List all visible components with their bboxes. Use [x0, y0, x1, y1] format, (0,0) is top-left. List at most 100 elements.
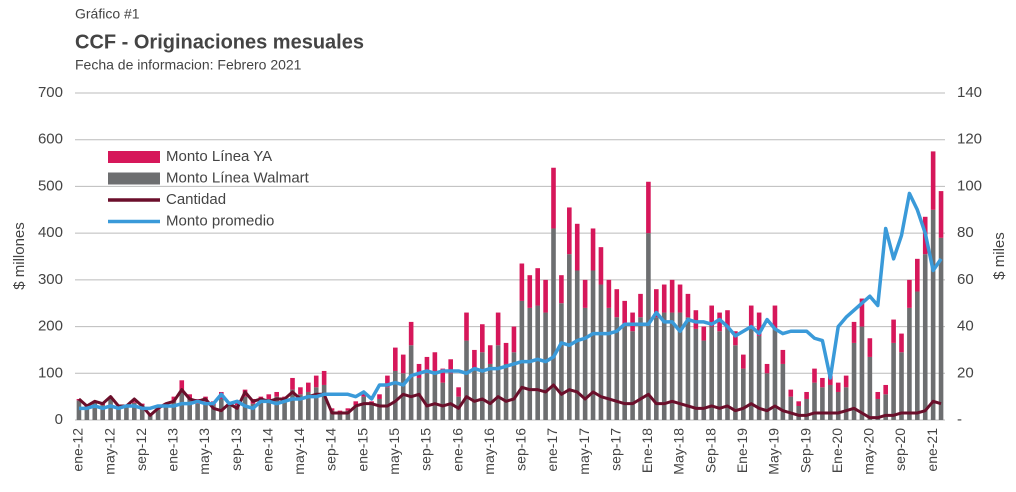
- x-tick-label: sep-12: [133, 428, 149, 471]
- bar-segment: [693, 328, 699, 420]
- bar-segment: [828, 384, 833, 420]
- bar-segment: [385, 387, 390, 420]
- x-tick-label: May-18: [671, 428, 687, 475]
- legend-label: Monto Línea YA: [166, 148, 272, 165]
- bar-segment: [92, 402, 98, 420]
- bar-segment: [598, 247, 604, 285]
- y-tick-label: 100: [38, 364, 63, 381]
- bar-segment: [606, 307, 612, 420]
- legend-label: Monto Línea Walmart: [166, 169, 310, 186]
- x-tick-label: may-17: [576, 428, 592, 475]
- x-tick-label: Ene-18: [639, 428, 655, 473]
- y2-tick-label: -: [957, 411, 962, 428]
- bar-segment: [321, 370, 327, 385]
- x-tick-label: ene-14: [259, 428, 275, 472]
- bar-segment: [701, 326, 707, 341]
- bar-segment: [527, 275, 533, 308]
- bar-segment: [717, 331, 722, 420]
- bar-segment: [464, 312, 469, 341]
- bar-segment: [163, 405, 169, 420]
- bar-segment: [590, 270, 596, 420]
- bar-segment: [567, 254, 572, 420]
- bar-segment: [369, 403, 374, 420]
- bar-segment: [187, 398, 192, 420]
- bar-segment: [511, 352, 517, 420]
- bar-segment: [116, 407, 121, 420]
- y2-tick-label: 120: [957, 131, 982, 148]
- bar-segment: [527, 307, 533, 420]
- bar-segment: [669, 312, 675, 420]
- bar-segment: [598, 284, 604, 420]
- bar-segment: [685, 317, 691, 420]
- bar-segment: [661, 312, 667, 420]
- bar-segment: [353, 405, 359, 420]
- bar-segment: [748, 328, 754, 420]
- bar-segment: [820, 377, 825, 388]
- y-tick-label: 500: [38, 177, 63, 194]
- bar-segment: [266, 398, 272, 420]
- bar-segment: [915, 291, 920, 420]
- bar-segment: [899, 333, 904, 353]
- bar-segment: [654, 289, 659, 318]
- bar-segment: [622, 324, 627, 420]
- bar-segment: [574, 223, 580, 271]
- bar-segment: [756, 335, 762, 420]
- bar-segment: [274, 391, 279, 397]
- bar-segment: [226, 405, 232, 420]
- bar-segment: [495, 312, 501, 346]
- bar-segment: [329, 410, 335, 420]
- bar-segment: [891, 342, 896, 420]
- bar-segment: [741, 368, 746, 420]
- bar-segment: [630, 331, 635, 420]
- bar-segment: [393, 370, 398, 420]
- bar-segment: [835, 391, 841, 420]
- bar-segment: [883, 394, 888, 420]
- bar-segment: [408, 321, 414, 346]
- bar-segment: [132, 401, 137, 403]
- bar-segment: [203, 401, 208, 420]
- bar-segment: [424, 373, 430, 420]
- legend-label: Cantidad: [166, 191, 226, 208]
- bar-segment: [543, 279, 548, 313]
- bar-segment: [282, 400, 287, 420]
- y2-tick-label: 100: [957, 177, 982, 194]
- bar-segment: [630, 312, 635, 332]
- line-series: [78, 191, 943, 411]
- bar-segment: [393, 347, 398, 371]
- bar-segment: [938, 237, 944, 420]
- bar-segment: [661, 284, 667, 313]
- bar-segment: [400, 354, 406, 374]
- bar-segment: [535, 268, 540, 306]
- legend-swatch: [108, 151, 160, 163]
- bar-segment: [132, 402, 137, 420]
- bar-segment: [907, 307, 912, 420]
- bar-segment: [472, 349, 477, 369]
- y2-tick-label: 140: [957, 84, 982, 101]
- bar-segment: [693, 310, 699, 329]
- bar-segment: [139, 405, 145, 420]
- x-tick-label: sep-16: [513, 428, 529, 471]
- bar-segment: [298, 387, 303, 395]
- bar-segment: [377, 394, 382, 399]
- bar-segment: [812, 368, 817, 383]
- bar-segment: [432, 370, 438, 420]
- bar-segment: [179, 391, 185, 420]
- chart-title: CCF - Originaciones mesuales: [75, 31, 364, 53]
- bar-segment: [100, 405, 105, 420]
- bar-segment: [788, 389, 794, 397]
- bar-segment: [756, 312, 762, 336]
- bar-segment: [242, 396, 248, 420]
- bar-segment: [930, 209, 936, 420]
- y-axis-label: $ millones: [11, 222, 28, 290]
- bar-segment: [606, 279, 612, 308]
- bar-segment: [416, 363, 422, 378]
- bar-segment: [306, 382, 311, 392]
- bar-segment: [590, 228, 596, 271]
- bar-segment: [408, 345, 414, 420]
- bar-segment: [764, 373, 770, 420]
- bar-segment: [907, 279, 912, 308]
- x-tick-label: ene-16: [449, 428, 465, 472]
- bar-segment: [519, 263, 525, 301]
- bar-segment: [266, 394, 272, 399]
